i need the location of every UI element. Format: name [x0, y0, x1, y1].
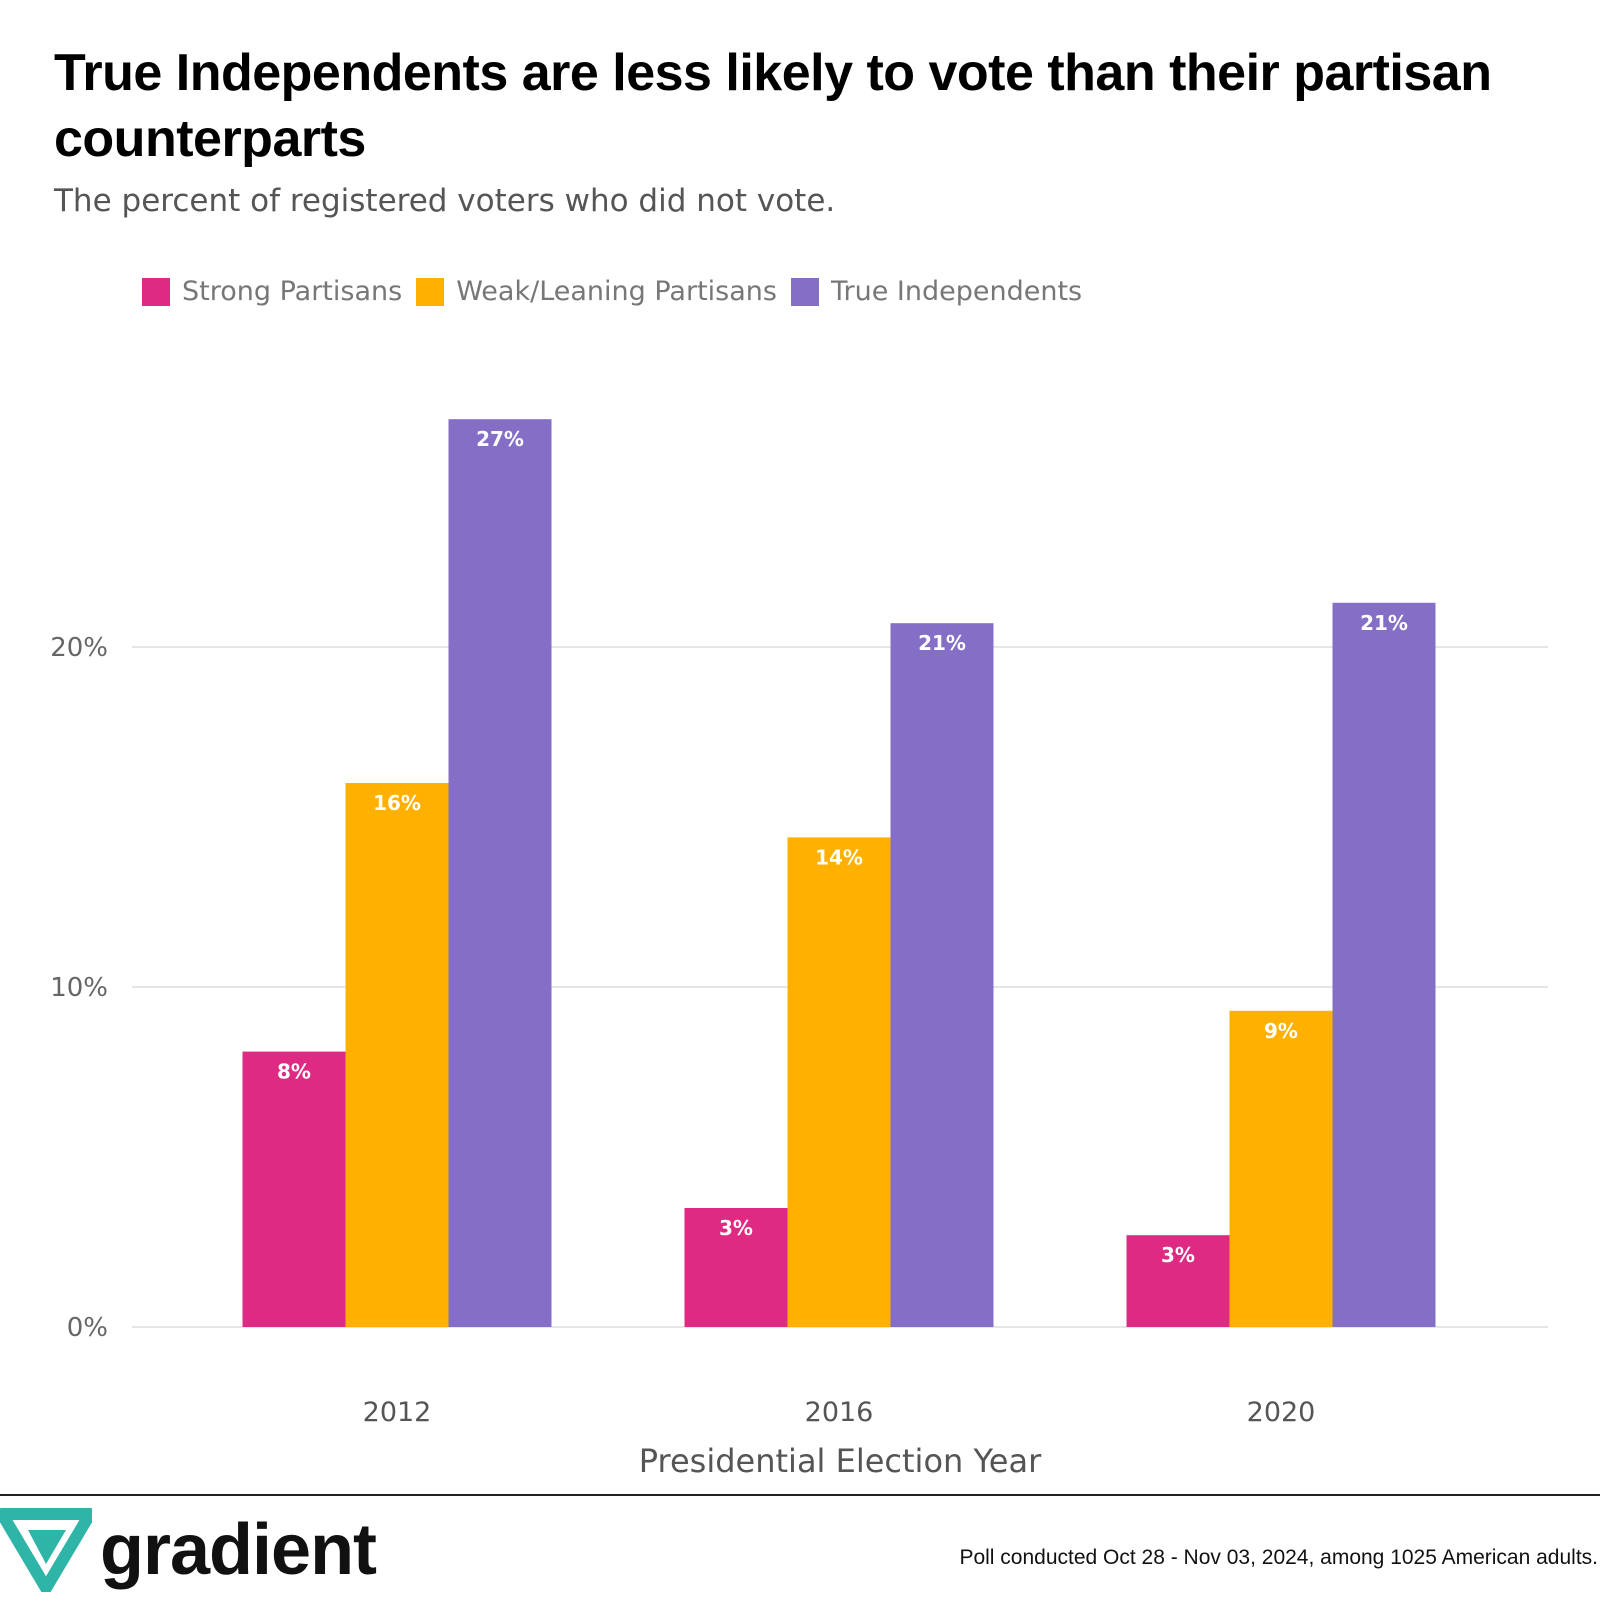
brand-logo: gradient	[0, 1508, 377, 1592]
legend-label-strong-partisans: Strong Partisans	[182, 276, 403, 307]
data-label: 21%	[918, 631, 966, 655]
footer-divider	[0, 1494, 1600, 1496]
data-label: 21%	[1360, 611, 1408, 635]
data-label: 3%	[1161, 1243, 1195, 1267]
bar-2020-2	[1332, 602, 1436, 1327]
data-label: 27%	[476, 427, 524, 451]
bar-2016-1	[787, 837, 891, 1327]
legend: Strong Partisans Weak/Leaning Partisans …	[142, 276, 1096, 307]
bar-2016-2	[890, 623, 994, 1327]
x-tick-label: 2012	[363, 1397, 432, 1428]
chart-subtitle: The percent of registered voters who did…	[54, 183, 836, 219]
data-label: 16%	[373, 791, 421, 815]
legend-swatch-strong-partisans	[142, 277, 170, 306]
x-tick-label: 2016	[805, 1397, 874, 1428]
bar-2020-1	[1229, 1010, 1333, 1327]
bar-2016-0	[684, 1208, 788, 1327]
bar-2012-1	[345, 783, 449, 1327]
legend-item-weak-leaning-partisans: Weak/Leaning Partisans	[416, 276, 777, 307]
bar-2020-0	[1126, 1235, 1230, 1327]
legend-label-weak-leaning-partisans: Weak/Leaning Partisans	[456, 276, 777, 307]
data-label: 9%	[1264, 1019, 1298, 1043]
x-axis-title: Presidential Election Year	[639, 1442, 1042, 1480]
legend-item-true-independents: True Independents	[790, 276, 1083, 307]
gradient-logo-icon	[0, 1508, 92, 1592]
chart-title: True Independents are less likely to vot…	[54, 44, 1492, 168]
data-label: 3%	[719, 1216, 753, 1240]
legend-label-true-independents: True Independents	[830, 276, 1083, 307]
x-tick-label: 2020	[1247, 1397, 1316, 1428]
legend-swatch-true-independents	[790, 277, 819, 306]
y-tick-label: 20%	[50, 633, 108, 663]
y-tick-label: 10%	[50, 973, 108, 1003]
bar-2012-0	[242, 1051, 346, 1327]
data-label: 14%	[815, 845, 863, 869]
bar-2012-2	[448, 419, 552, 1327]
legend-swatch-weak-leaning-partisans	[416, 277, 445, 306]
poll-footnote: Poll conducted Oct 28 - Nov 03, 2024, am…	[959, 1546, 1598, 1569]
y-tick-label: 0%	[67, 1313, 108, 1343]
bar-chart: 0% 10% 20% 8% 16% 27% 2012 3% 14% 21% 2016 3% 9% 21% 2…	[50, 419, 1548, 1480]
brand-name: gradient	[100, 1510, 377, 1590]
data-label: 8%	[277, 1060, 311, 1084]
legend-item-strong-partisans: Strong Partisans	[142, 276, 402, 307]
